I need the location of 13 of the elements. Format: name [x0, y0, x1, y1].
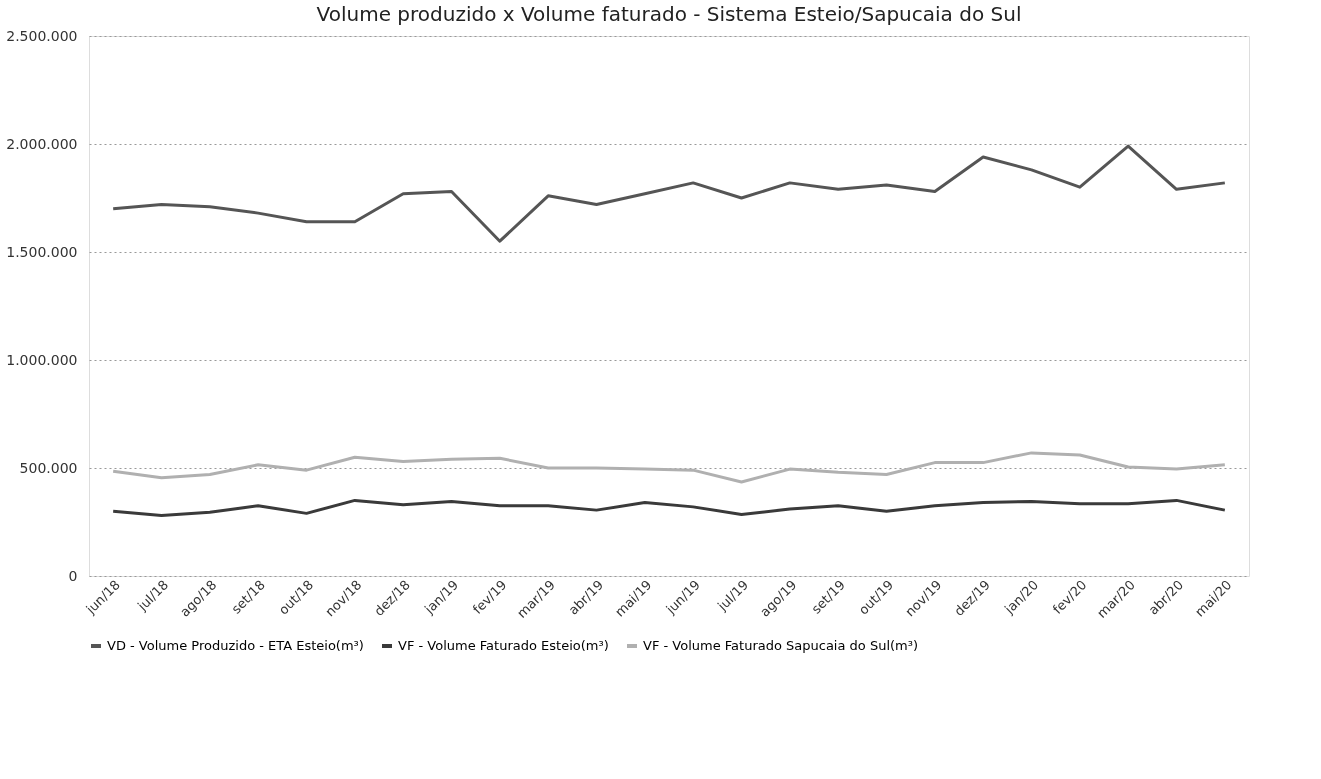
y-tick-label: 2.500.000: [6, 27, 78, 44]
legend-label: VF - Volume Faturado Esteio(m³): [398, 638, 609, 653]
y-tick-label: 0: [68, 567, 78, 584]
chart-title: Volume produzido x Volume faturado - Sistema Esteio/Sapucaia do Sul: [316, 2, 1022, 26]
y-tick-label: 1.000.000: [6, 351, 78, 368]
y-tick-label: 500.000: [19, 459, 78, 476]
y-tick-label: 1.500.000: [6, 243, 78, 260]
line-series: [111, 144, 1227, 243]
legend-label: VD - Volume Produzido - ETA Esteio(m³): [107, 638, 364, 653]
line-series: [111, 498, 1227, 518]
line-series: [111, 451, 1227, 484]
legend-label: VF - Volume Faturado Sapucaia do Sul(m³): [643, 638, 919, 653]
y-tick-label: 2.000.000: [6, 135, 78, 152]
